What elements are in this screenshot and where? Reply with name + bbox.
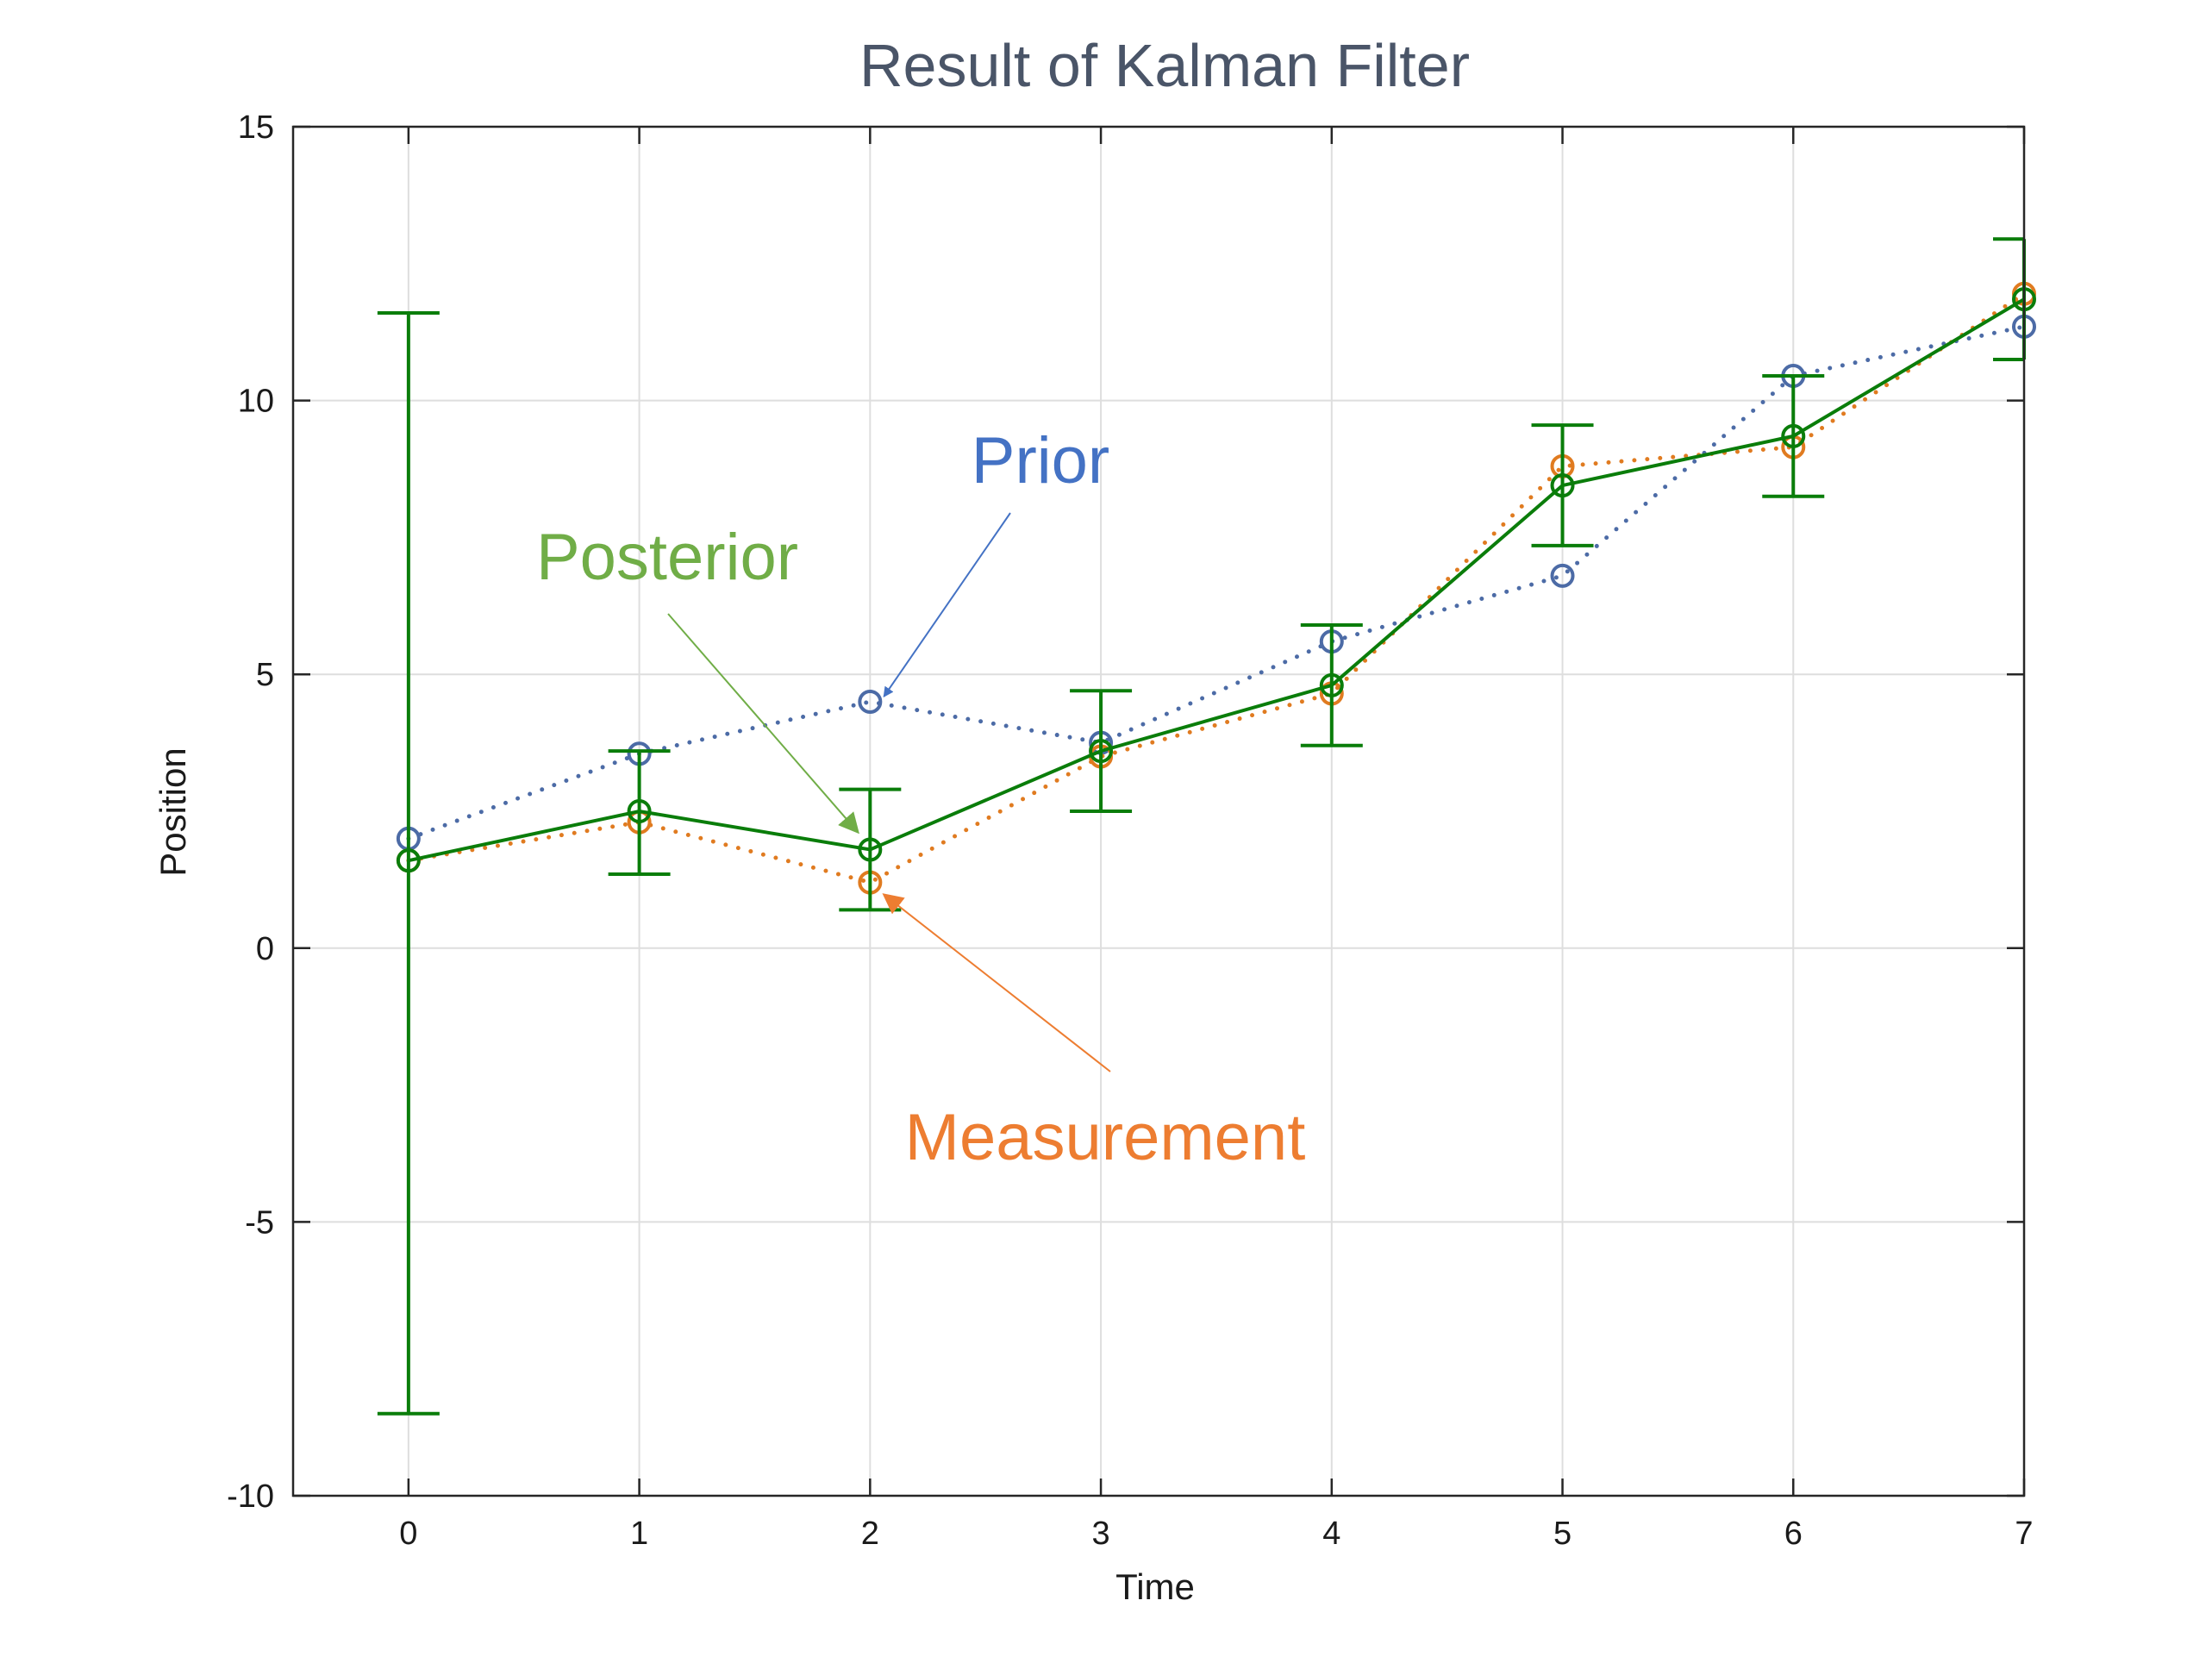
error-bar	[608, 749, 671, 877]
x-tick-label: 0	[399, 1516, 417, 1552]
annotations: Prior Posterior Measurement	[536, 424, 1305, 1174]
plot-area-frame	[291, 125, 2026, 1497]
data-point-posterior	[1319, 672, 1344, 697]
series-posterior	[377, 237, 2036, 1416]
x-tick-label: 1	[630, 1516, 648, 1552]
axis-ticks: 0 1 2 3 4 5 6 7 -10 -5 0 5 10 15	[227, 109, 2033, 1552]
data-point-posterior	[858, 837, 883, 862]
x-tick-label: 3	[1091, 1516, 1109, 1552]
annotation-arrow	[883, 512, 1011, 697]
annotation-label: Prior	[972, 424, 1109, 497]
data-point-posterior	[1781, 423, 1806, 448]
series-line-prior	[406, 324, 2027, 841]
series-line-measurement	[406, 291, 2027, 885]
error-bar	[839, 787, 902, 912]
x-tick-label: 2	[861, 1516, 879, 1552]
y-tick-label: 15	[238, 109, 274, 146]
plot-series	[377, 237, 2036, 1416]
annotation-label: Posterior	[536, 521, 798, 594]
x-tick-label: 4	[1322, 1516, 1340, 1552]
data-point-posterior	[1550, 473, 1575, 498]
annotation-arrow	[667, 613, 859, 835]
grid-lines	[293, 126, 2025, 1497]
annotation-measurement: Measurement	[882, 893, 1306, 1174]
y-tick-label: -5	[245, 1204, 274, 1241]
data-point-posterior	[1089, 739, 1114, 764]
annotation-arrow	[882, 893, 1111, 1072]
error-bar	[377, 310, 440, 1416]
annotation-posterior: Posterior	[536, 521, 859, 835]
annotation-prior: Prior	[883, 424, 1109, 697]
error-bar	[1070, 689, 1133, 813]
error-bar	[1762, 374, 1825, 498]
x-tick-label: 7	[2015, 1516, 2033, 1552]
chart-title: Result of Kalman Filter	[859, 32, 1470, 99]
data-point-prior	[1550, 563, 1575, 588]
y-tick-label: -10	[227, 1479, 274, 1515]
y-tick-label: 5	[256, 657, 274, 693]
y-tick-label: 10	[238, 384, 274, 420]
y-axis-label: Position	[153, 747, 193, 876]
error-bar	[1993, 237, 2026, 361]
annotation-label: Measurement	[905, 1101, 1306, 1174]
x-tick-label: 5	[1553, 1516, 1572, 1552]
data-point-prior	[858, 689, 883, 714]
data-point-posterior	[396, 848, 421, 873]
series-line-posterior	[408, 297, 2026, 863]
y-tick-label: 0	[256, 931, 274, 967]
error-bar	[1531, 423, 1594, 547]
x-tick-label: 6	[1784, 1516, 1803, 1552]
error-bar	[1300, 623, 1363, 747]
x-axis-label: Time	[1115, 1566, 1195, 1607]
data-point-posterior	[627, 799, 652, 823]
